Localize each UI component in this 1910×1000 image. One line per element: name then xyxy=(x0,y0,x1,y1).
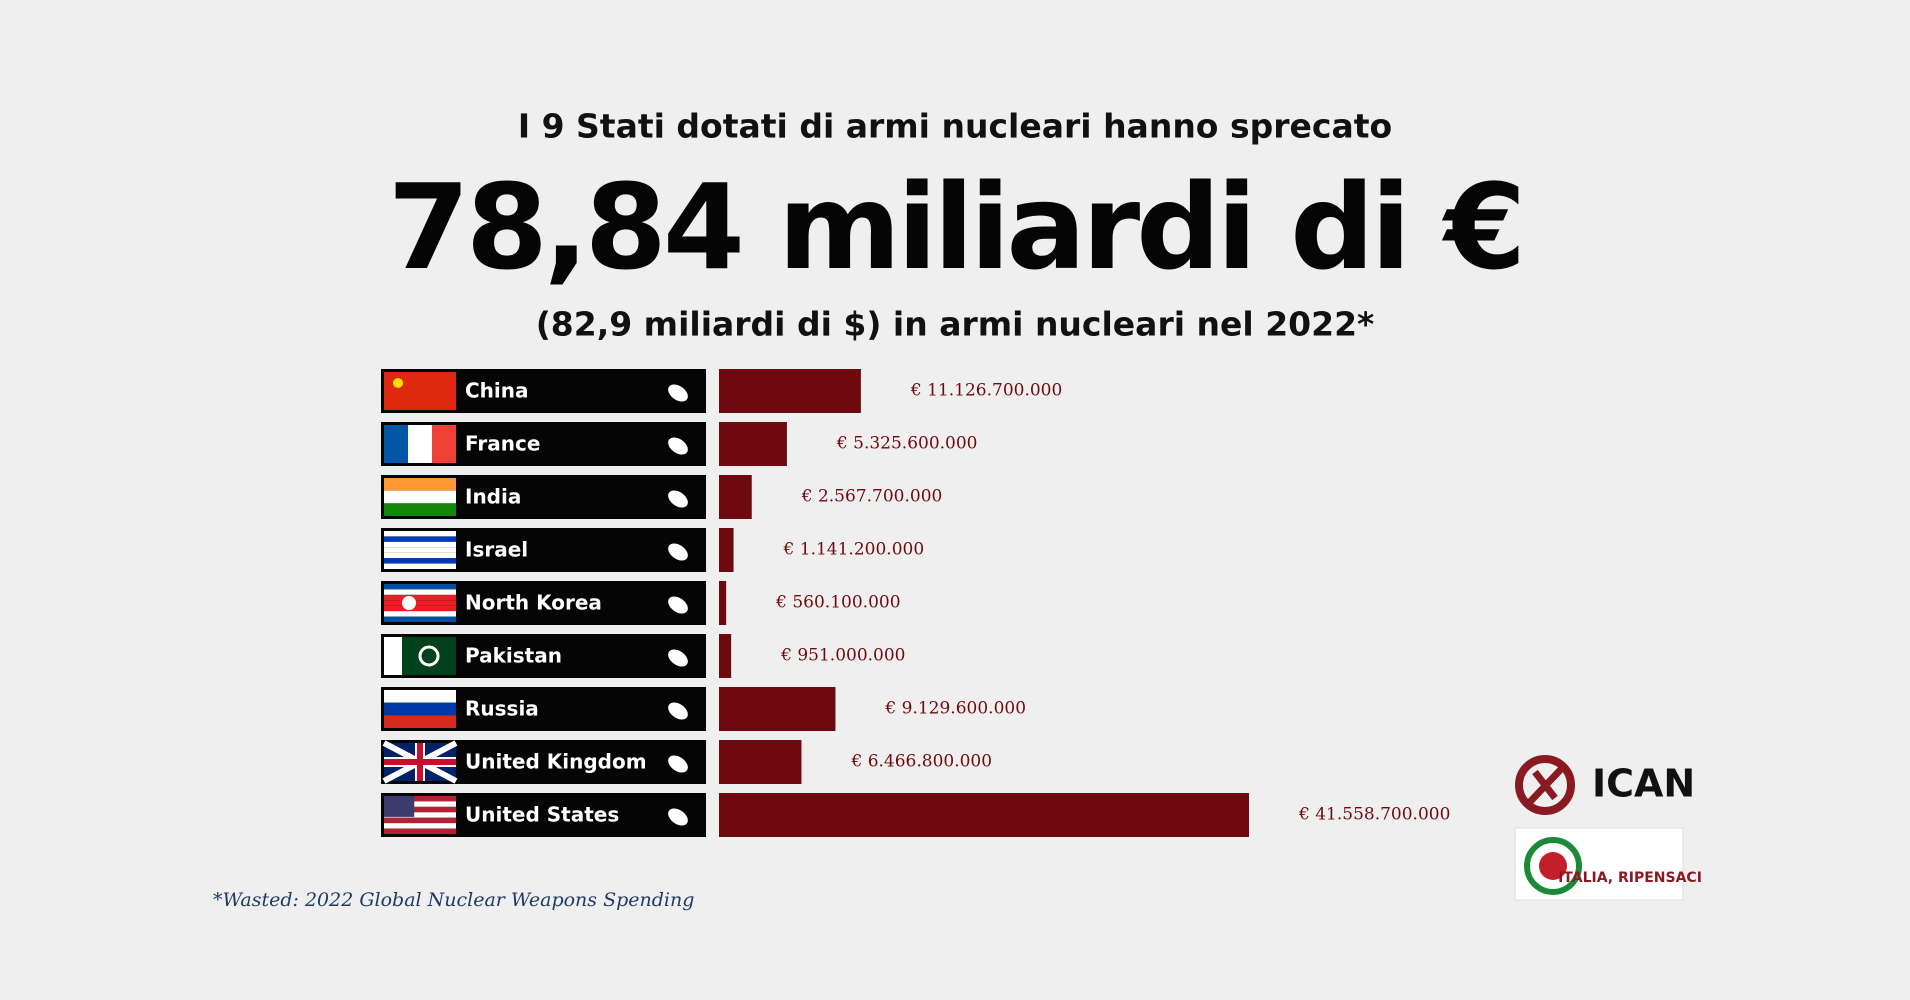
bomb-icon xyxy=(668,755,688,773)
value-label: € 2.567.700.000 xyxy=(801,487,943,507)
row: United Kingdom € 6.466.800.000 xyxy=(381,740,992,784)
value-label: € 560.100.000 xyxy=(775,593,900,613)
row: China € 11.126.700.000 xyxy=(381,369,1062,413)
bomb-icon xyxy=(668,543,688,561)
flag-stripe xyxy=(384,806,456,813)
flag-star xyxy=(393,378,403,388)
flag-stripe xyxy=(384,600,456,606)
ican-icon xyxy=(1515,755,1575,815)
bar xyxy=(719,793,1249,837)
flag-stripe xyxy=(402,637,420,675)
flag-canton xyxy=(384,796,415,817)
bar xyxy=(719,422,787,466)
flag-stripe xyxy=(384,616,456,622)
italia-icon-center xyxy=(1539,852,1567,880)
flag-stripe xyxy=(384,801,456,807)
bar xyxy=(719,687,836,731)
row: Pakistan € 951.000.000 xyxy=(381,634,906,678)
value-label: € 41.558.700.000 xyxy=(1298,805,1450,825)
flag-stripe xyxy=(432,425,456,463)
flag-stripe xyxy=(384,584,456,590)
value-label: € 9.129.600.000 xyxy=(884,699,1026,719)
flag-stripe xyxy=(384,605,456,612)
flag-stripe xyxy=(384,503,456,516)
flag-stripe xyxy=(384,637,402,675)
row: India € 2.567.700.000 xyxy=(381,475,942,519)
bomb-icon xyxy=(668,596,688,614)
flag-stripe xyxy=(384,425,408,463)
flag-stripe xyxy=(384,552,456,559)
flag-stripe xyxy=(384,828,456,834)
flag-moon xyxy=(418,645,440,667)
flag-stripe xyxy=(384,611,456,617)
value-label: € 5.325.600.000 xyxy=(836,434,978,454)
italia-logo: ITALIA, RIPENSACI xyxy=(1514,827,1702,901)
category-label: United Kingdom xyxy=(465,750,647,774)
flag-stripe xyxy=(384,541,456,548)
bomb-icon xyxy=(668,490,688,508)
row: Russia € 9.129.600.000 xyxy=(381,687,1026,731)
italia-text: ITALIA, RIPENSACI xyxy=(1558,870,1702,886)
category-label: Russia xyxy=(465,697,539,721)
italia-icon xyxy=(1524,837,1582,895)
row: Israel € 1.141.200.000 xyxy=(381,528,924,572)
flag-cross xyxy=(384,743,456,781)
bar xyxy=(719,740,802,784)
flag-emblem xyxy=(402,596,416,610)
bar xyxy=(719,634,732,678)
category-label: North Korea xyxy=(465,591,602,615)
bomb-icon xyxy=(668,649,688,667)
bomb-icon xyxy=(668,384,688,402)
footnote: *Wasted: 2022 Global Nuclear Weapons Spe… xyxy=(213,889,694,911)
category-label: India xyxy=(465,485,521,509)
flag-stripe xyxy=(384,594,456,601)
value-label: € 951.000.000 xyxy=(780,646,905,666)
category-label: France xyxy=(465,432,540,456)
bar xyxy=(719,581,727,625)
flag-stripe xyxy=(384,702,456,716)
flag-stripe xyxy=(384,547,456,553)
bomb-icon xyxy=(668,808,688,826)
bar xyxy=(719,528,734,572)
flag-stripe xyxy=(408,425,432,463)
category-label: United States xyxy=(465,803,619,827)
value-label: € 1.141.200.000 xyxy=(783,540,925,560)
flag-stripe xyxy=(384,715,456,728)
flag-stripe xyxy=(384,812,456,818)
bar xyxy=(719,369,861,413)
flag-stripe xyxy=(384,531,456,537)
value-label: € 11.126.700.000 xyxy=(910,381,1062,401)
title: I 9 Stati dotati di armi nucleari hanno … xyxy=(518,107,1392,146)
ican-text: ICAN xyxy=(1592,762,1695,806)
flag-stripe xyxy=(384,563,456,569)
flag-stripe xyxy=(384,796,456,802)
category-label: Israel xyxy=(465,538,528,562)
ican-icon-mark xyxy=(1524,762,1568,808)
flag-stripe xyxy=(384,823,456,829)
flag-stripe xyxy=(384,536,456,542)
category-label: Pakistan xyxy=(465,644,562,668)
flag-stripe xyxy=(384,690,456,703)
flag-stripe xyxy=(438,637,456,675)
ican-logo: ICAN xyxy=(1515,755,1695,815)
subtitle: (82,9 miliardi di $) in armi nucleari ne… xyxy=(536,305,1375,344)
flag-stripe xyxy=(384,817,456,824)
bomb-icon xyxy=(668,702,688,720)
row: United States € 41.558.700.000 xyxy=(381,793,1450,837)
flag-stripe xyxy=(384,490,456,504)
flag-stripe xyxy=(384,372,456,410)
flag-stripe xyxy=(384,478,456,491)
category-label: China xyxy=(465,379,529,403)
headline: 78,84 miliardi di € xyxy=(388,158,1523,296)
flag-stripe xyxy=(420,637,438,675)
bomb-icon xyxy=(668,437,688,455)
flag-stripe xyxy=(384,589,456,595)
row: North Korea € 560.100.000 xyxy=(381,581,901,625)
flag-stripe xyxy=(384,558,456,564)
row: France € 5.325.600.000 xyxy=(381,422,978,466)
value-label: € 6.466.800.000 xyxy=(850,752,992,772)
bar xyxy=(719,475,752,519)
